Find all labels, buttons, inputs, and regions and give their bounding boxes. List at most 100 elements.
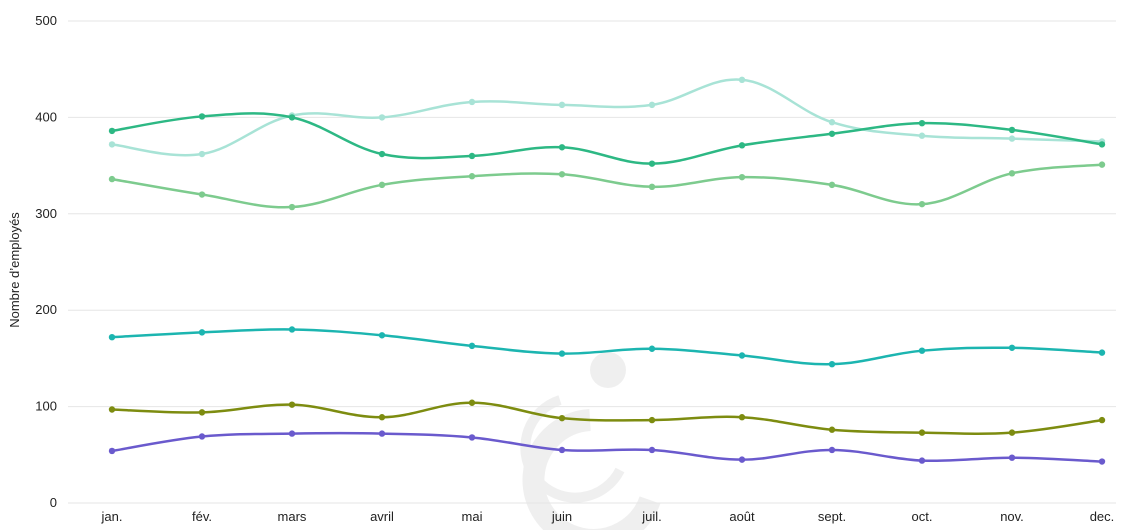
data-point — [288, 430, 296, 437]
data-point — [108, 175, 116, 183]
data-point — [1098, 161, 1106, 168]
data-point — [558, 446, 566, 454]
data-point — [738, 414, 746, 421]
x-tick-label: juin — [551, 509, 572, 524]
data-point — [468, 342, 476, 350]
data-point — [558, 171, 566, 178]
data-point — [558, 414, 566, 422]
y-axis: 0 100 200 300 400 500 — [35, 13, 57, 510]
data-point — [198, 150, 206, 158]
data-point — [738, 173, 746, 181]
data-point — [558, 350, 566, 357]
data-point — [1008, 454, 1016, 461]
data-point — [918, 429, 926, 436]
data-point — [198, 329, 206, 336]
series-6 — [108, 430, 1106, 465]
x-tick-label: dec. — [1090, 509, 1115, 524]
data-point — [198, 191, 206, 198]
data-point — [1098, 416, 1106, 424]
series-line — [111, 163, 1103, 209]
x-tick-label: sept. — [818, 509, 846, 524]
x-tick-label: oct. — [912, 509, 933, 524]
data-point — [108, 406, 116, 413]
x-tick-label: mai — [462, 509, 483, 524]
series-group — [108, 76, 1106, 465]
data-point — [558, 144, 566, 151]
data-point — [738, 142, 746, 149]
data-point — [828, 360, 836, 368]
data-point — [288, 114, 296, 121]
data-point — [468, 98, 476, 106]
data-point — [828, 426, 836, 433]
data-point — [918, 347, 926, 354]
data-point — [468, 152, 476, 160]
data-point — [1008, 344, 1016, 351]
grid-lines — [68, 20, 1116, 504]
data-point — [738, 76, 746, 84]
data-point — [648, 101, 656, 109]
series-3 — [108, 161, 1106, 211]
x-axis: jan. fév. mars avril mai juin juil. août sept. oc… — [101, 509, 1115, 524]
data-point — [1008, 135, 1016, 142]
data-point — [378, 114, 386, 121]
data-point — [828, 181, 836, 189]
data-point — [918, 119, 926, 127]
y-tick-label: 400 — [35, 109, 57, 124]
x-tick-label: avril — [370, 509, 394, 524]
x-tick-label: juil. — [641, 509, 662, 524]
data-point — [648, 446, 656, 454]
x-tick-label: août — [729, 509, 755, 524]
series-line — [111, 401, 1103, 436]
watermark-logo — [520, 352, 661, 530]
data-point — [288, 203, 296, 211]
series-4 — [108, 326, 1106, 368]
data-point — [828, 119, 836, 126]
data-point — [378, 332, 386, 339]
x-tick-label: nov. — [1000, 509, 1024, 524]
data-point — [468, 434, 476, 441]
data-point — [378, 150, 386, 158]
data-point — [1008, 170, 1016, 177]
data-point — [468, 173, 476, 180]
y-tick-label: 200 — [35, 302, 57, 317]
y-axis-title: Nombre d’employés — [7, 212, 22, 328]
data-point — [738, 456, 746, 463]
data-point — [288, 326, 296, 333]
y-tick-label: 100 — [35, 399, 57, 414]
data-point — [828, 446, 836, 454]
data-point — [558, 101, 566, 109]
data-point — [648, 416, 656, 424]
data-point — [918, 200, 926, 208]
data-point — [1098, 349, 1106, 356]
x-tick-label: mars — [278, 509, 307, 524]
data-point — [198, 113, 206, 120]
series-5 — [108, 399, 1106, 436]
series-line — [111, 112, 1103, 165]
y-tick-label: 0 — [50, 495, 57, 510]
x-tick-label: jan. — [101, 509, 123, 524]
data-point — [648, 160, 656, 167]
data-point — [108, 447, 116, 455]
data-point — [108, 127, 116, 135]
series-line — [111, 431, 1103, 463]
data-point — [108, 333, 116, 341]
data-point — [1098, 458, 1106, 465]
data-point — [918, 132, 926, 139]
data-point — [378, 414, 386, 421]
series-line — [111, 328, 1103, 366]
y-tick-label: 300 — [35, 206, 57, 221]
data-point — [108, 141, 116, 148]
data-point — [1008, 429, 1016, 436]
data-point — [1098, 141, 1106, 148]
data-point — [828, 130, 836, 137]
data-point — [198, 409, 206, 416]
data-point — [288, 401, 296, 408]
data-point — [378, 181, 386, 189]
data-point — [1008, 126, 1016, 134]
series-line — [111, 78, 1103, 157]
y-tick-label: 500 — [35, 13, 57, 28]
data-point — [198, 433, 206, 440]
data-point — [648, 183, 656, 191]
data-point — [738, 352, 746, 359]
